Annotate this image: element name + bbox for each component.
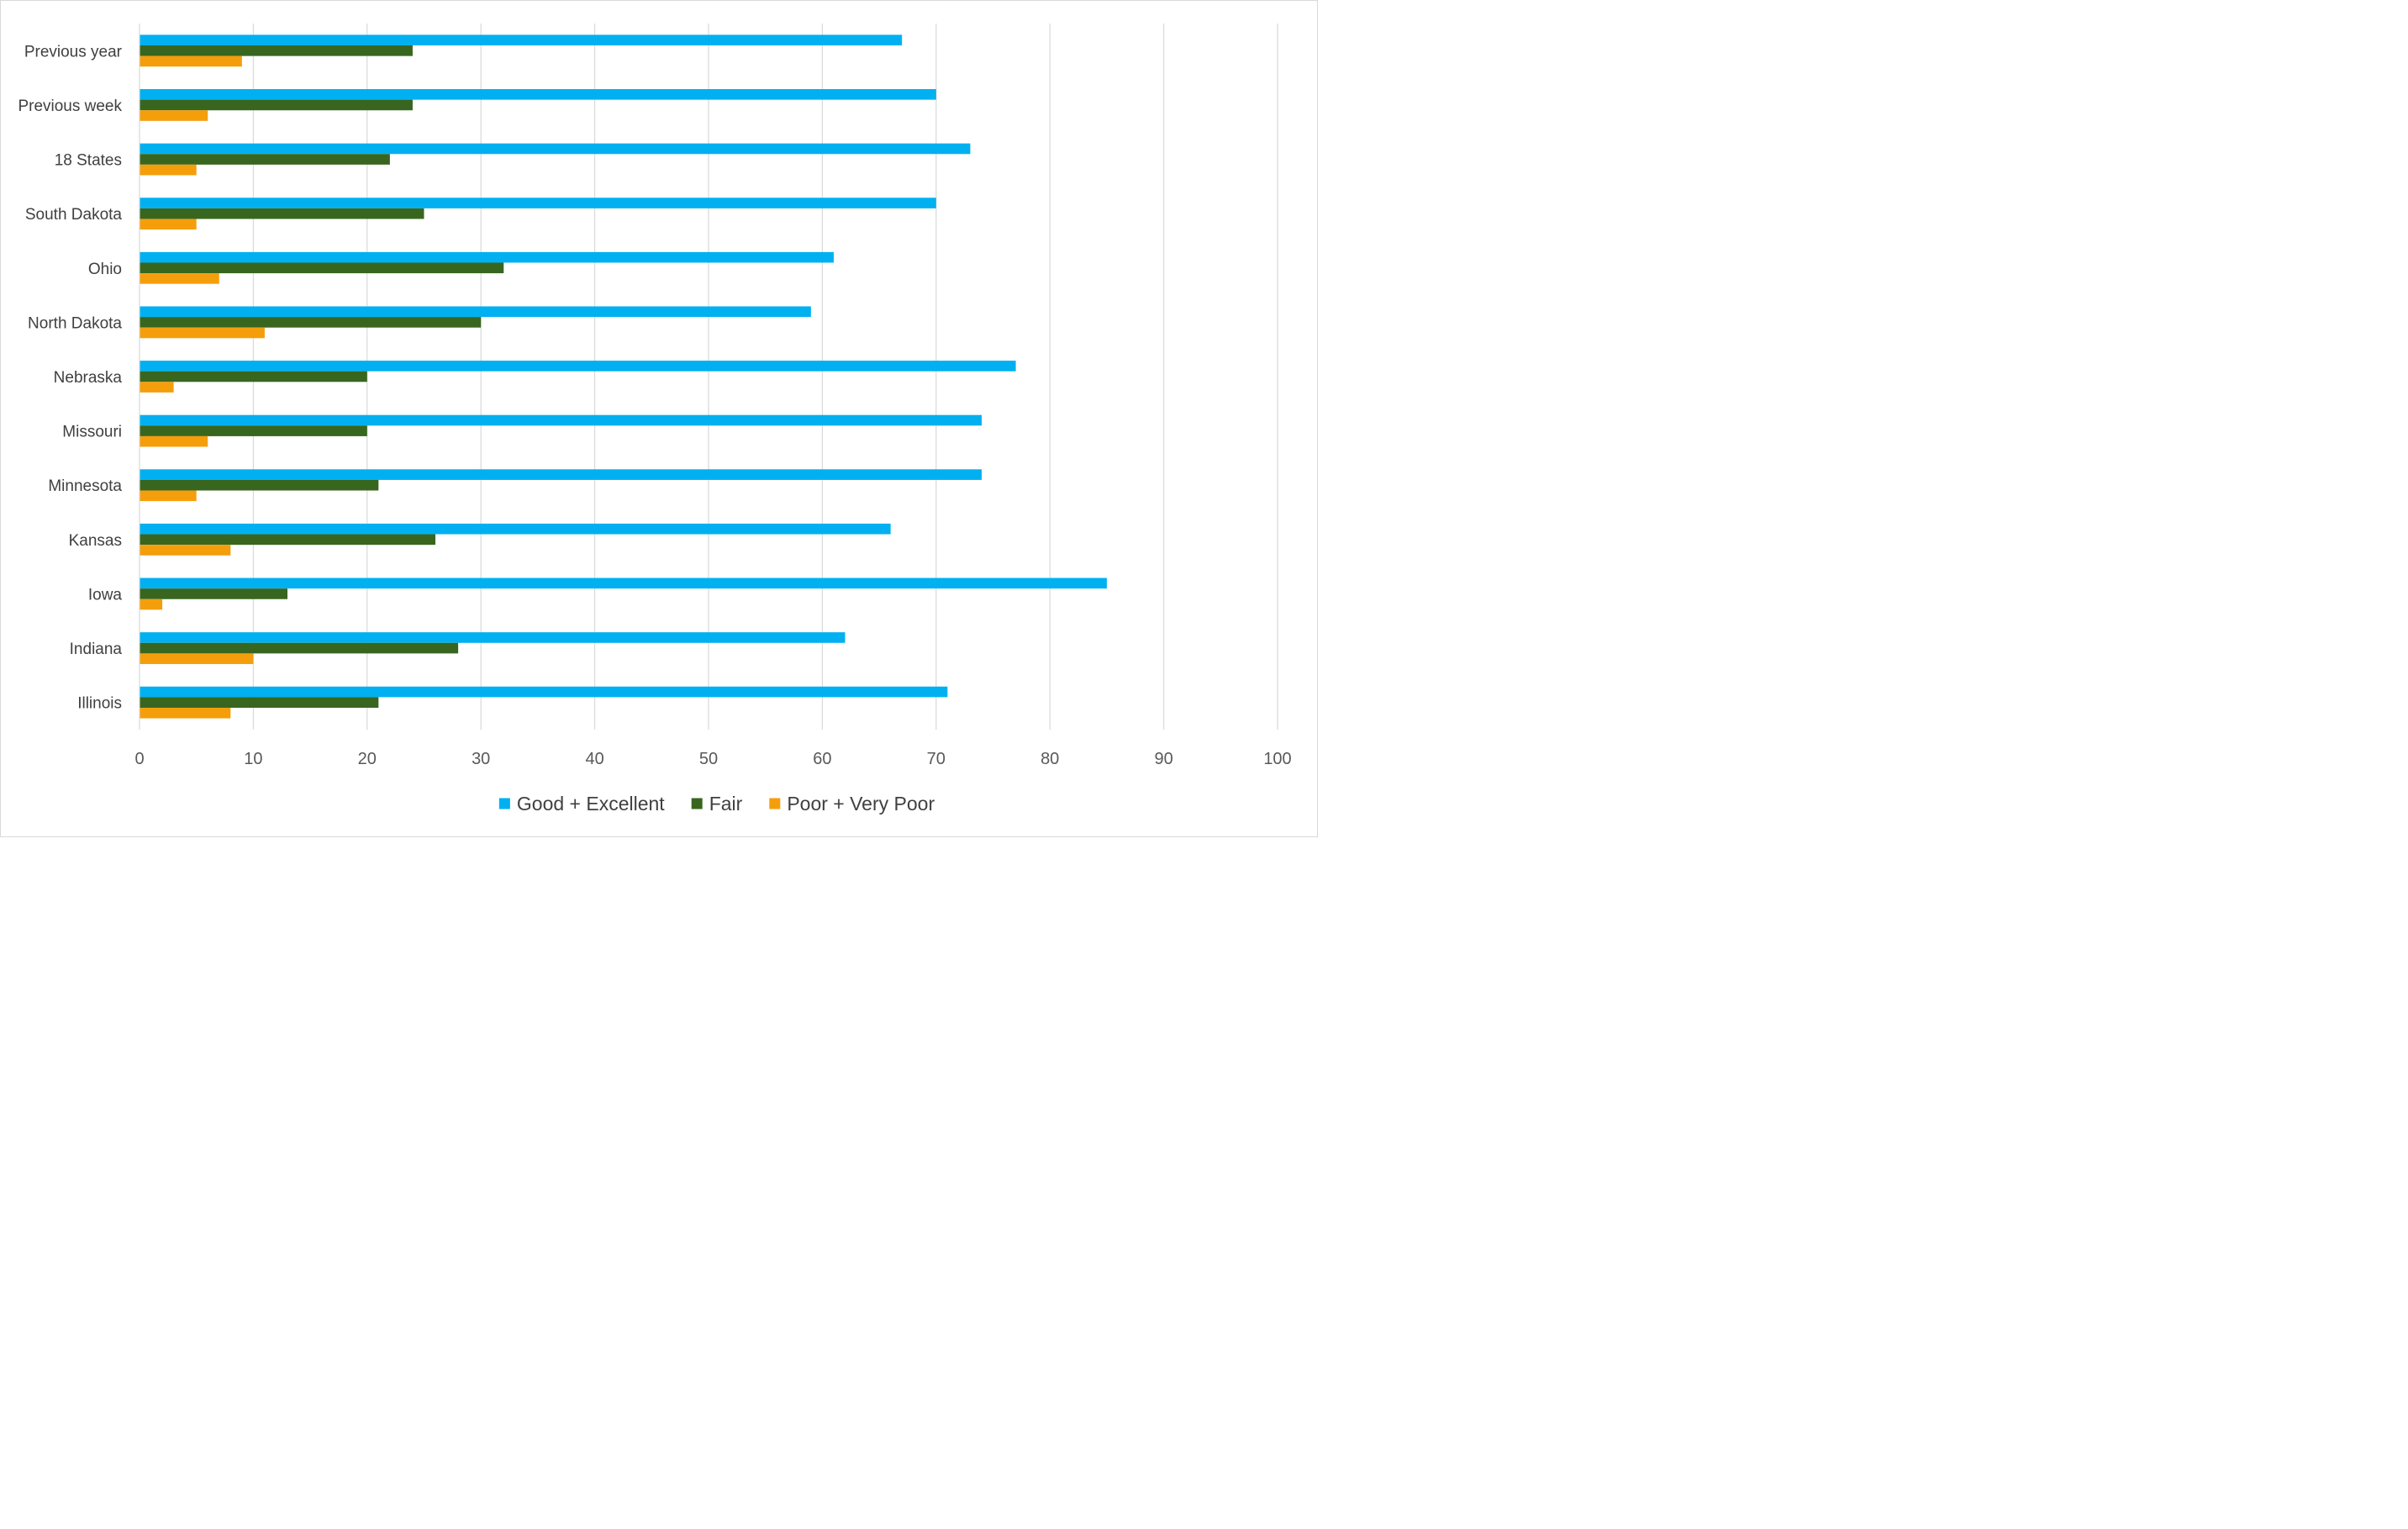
legend-label: Good + Excellent [517,793,665,815]
bar-chart: 0 10 20 30 40 50 60 70 80 90 100 Previous year Previ… [18,24,1292,815]
bar-fair [140,208,424,219]
bar-fair [140,642,459,654]
x-tick-label: 70 [927,750,946,768]
bar-good-excellent [140,577,1107,589]
legend-label: Poor + Very Poor [787,793,935,815]
bar-good-excellent [140,523,891,535]
bar-poor-very-poor [140,273,219,284]
bar-fair [140,45,413,56]
bar-good-excellent [140,306,811,318]
legend-swatch [769,798,781,809]
bars [140,34,1107,719]
bar-fair [140,262,504,274]
x-tick-label: 90 [1154,750,1172,768]
gridlines [252,24,1278,730]
x-tick-label: 20 [358,750,377,768]
bar-poor-very-poor [140,435,208,447]
bar-poor-very-poor [140,653,254,664]
bar-poor-very-poor [140,545,231,556]
category-label: Illinois [77,695,122,713]
bar-poor-very-poor [140,110,208,121]
legend-swatch [691,798,703,809]
bar-good-excellent [140,632,846,643]
bar-poor-very-poor [140,327,265,339]
bar-good-excellent [140,251,834,263]
category-label: Previous year [24,43,123,61]
category-label: Indiana [70,641,123,658]
category-label: 18 States [55,152,122,170]
bar-poor-very-poor [140,55,242,67]
bar-good-excellent [140,469,982,480]
category-label: Previous week [18,98,122,115]
x-tick-label: 40 [585,750,603,768]
bar-good-excellent [140,686,948,698]
category-label: Kansas [69,532,122,550]
bar-good-excellent [140,361,1016,372]
category-label: Nebraska [54,369,123,387]
category-label: South Dakota [25,206,123,224]
x-tick-label: 60 [813,750,831,768]
bar-fair [140,317,482,328]
category-label: Minnesota [48,477,122,495]
bar-poor-very-poor [140,707,231,719]
legend-item: Good + Excellent [498,793,665,815]
bar-poor-very-poor [140,219,197,230]
bar-fair [140,534,436,546]
bar-good-excellent [140,34,903,46]
x-tick-label: 10 [244,750,262,768]
bar-good-excellent [140,198,936,208]
category-label: North Dakota [28,314,122,332]
legend-item: Fair [691,793,743,815]
bar-poor-very-poor [140,490,197,502]
bar-fair [140,425,367,436]
bar-fair [140,154,390,165]
category-label: Missouri [62,424,122,441]
bar-fair [140,479,379,491]
x-tick-label: 0 [134,750,144,768]
bar-good-excellent [140,89,936,100]
x-tick-label: 50 [699,750,718,768]
category-label: Ohio [88,261,122,278]
bar-fair [140,99,413,111]
category-label: Iowa [88,586,123,604]
bar-fair [140,697,379,708]
bar-fair [140,371,367,382]
bar-fair [140,588,288,599]
bar-poor-very-poor [140,164,197,176]
x-tick-label: 100 [1263,750,1291,768]
legend-swatch [498,798,510,809]
legend-label: Fair [709,793,743,815]
x-tick-label: 80 [1041,750,1059,768]
axes: 0 10 20 30 40 50 60 70 80 90 100 Previous year Previ… [18,24,1292,768]
bar-poor-very-poor [140,382,174,393]
x-tick-label: 30 [472,750,490,768]
bar-good-excellent [140,414,982,426]
bar-poor-very-poor [140,598,163,610]
legend: Good + Excellent Fair Poor + Very Poor [498,793,935,815]
legend-item: Poor + Very Poor [769,793,935,815]
bar-good-excellent [140,143,971,155]
